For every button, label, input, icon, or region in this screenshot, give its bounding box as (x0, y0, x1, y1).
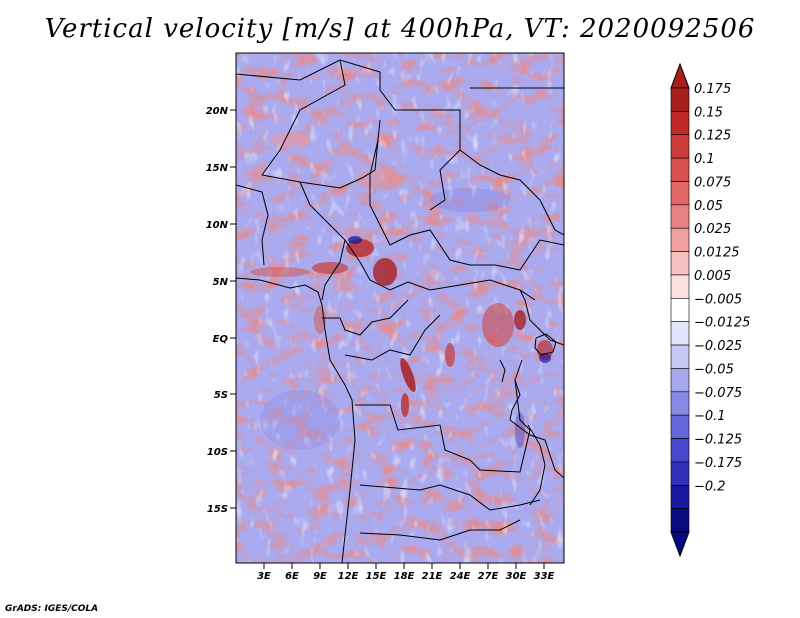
lon-label-33e: 33E (534, 571, 555, 582)
lon-label-18e: 18E (394, 571, 415, 582)
colorbar-label: −0.175 (694, 456, 742, 471)
lon-tick: 27E (478, 563, 499, 582)
lon-label-24e: 24E (450, 571, 471, 582)
colorbar-swatch (670, 508, 690, 533)
colorbar-label: 0.175 (694, 82, 731, 97)
lat-tick: 5S (214, 390, 236, 401)
colorbar-swatch (670, 274, 690, 299)
colorbar-swatch (670, 251, 690, 276)
colorbar-swatch (670, 461, 690, 486)
lon-tick: 15E (366, 563, 387, 582)
lon-label-12e: 12E (338, 571, 359, 582)
colorbar-label: −0.025 (694, 339, 742, 354)
colorbar-swatch (670, 157, 690, 182)
colorbar-swatch (670, 321, 690, 346)
lat-label-20n: 20N (206, 106, 229, 117)
colorbar-swatch (670, 111, 690, 136)
lon-label-6e: 6E (285, 571, 299, 582)
lon-tick: 18E (394, 563, 415, 582)
colorbar-swatch (670, 344, 690, 369)
lat-tick: 15N (206, 163, 236, 174)
lon-label-27e: 27E (478, 571, 499, 582)
colorbar-swatch (670, 438, 690, 463)
lon-tick: 12E (338, 563, 359, 582)
lat-label-5n: 5N (213, 277, 229, 288)
lat-label-15n: 15N (206, 163, 229, 174)
colorbar-label: 0.15 (694, 105, 723, 120)
colorbar-swatch (670, 484, 690, 509)
colorbar-swatch (670, 204, 690, 229)
colorbar-min-arrow (670, 531, 690, 558)
colorbar-label: −0.2 (694, 479, 726, 494)
lon-tick: 6E (285, 563, 299, 582)
lat-label-10n: 10N (206, 220, 229, 231)
lat-label-15s: 15S (207, 504, 228, 515)
colorbar-label: −0.005 (694, 292, 742, 307)
colorbar: 0.175 0.15 0.125 0.1 0.075 0.05 0.025 0.0125 0.0… (670, 62, 750, 558)
colorbar-swatch (670, 298, 690, 322)
colorbar-label: −0.075 (694, 386, 742, 401)
colorbar-swatch (670, 181, 690, 206)
lat-tick: 10N (206, 220, 236, 231)
colorbar-label: 0.125 (694, 129, 731, 144)
colorbar-swatch (670, 368, 690, 393)
lat-label-eq: EQ (213, 334, 229, 345)
colorbar-label: 0.1 (694, 152, 715, 167)
country-borders (236, 59, 564, 563)
colorbar-swatch (670, 87, 690, 112)
map-frame (235, 52, 565, 564)
lon-tick: 9E (313, 563, 327, 582)
colorbar-label: −0.125 (694, 433, 742, 448)
colorbar-swatch (670, 391, 690, 416)
longitude-axis: 3E 6E 9E 12E 15E 18E 21E 24E 27E 30E 33E (257, 563, 555, 582)
lat-label-10s: 10S (207, 447, 228, 458)
colorbar-label: −0.1 (694, 409, 726, 424)
colorbar-label: −0.0125 (694, 316, 750, 331)
lat-label-5s: 5S (214, 390, 228, 401)
colorbar-label: 0.025 (694, 222, 731, 237)
lon-label-15e: 15E (366, 571, 387, 582)
lat-tick: 20N (206, 106, 236, 117)
colorbar-label: −0.05 (694, 362, 734, 377)
lat-tick: EQ (213, 334, 236, 345)
lat-tick: 15S (207, 504, 236, 515)
lon-tick: 21E (422, 563, 443, 582)
colorbar-swatch (670, 227, 690, 252)
colorbar-label: 0.0125 (694, 246, 740, 261)
colorbar-label: 0.05 (694, 199, 723, 214)
velocity-field (236, 53, 564, 563)
latitude-axis: 20N 15N 10N 5N EQ 5S 10S 15S (206, 106, 236, 515)
colorbar-label: 0.075 (694, 175, 731, 190)
lon-tick: 3E (257, 563, 271, 582)
lon-tick: 33E (534, 563, 555, 582)
lon-label-3e: 3E (257, 571, 271, 582)
credit-text: GrADS: IGES/COLA (5, 604, 99, 614)
lon-tick: 30E (506, 563, 527, 582)
colorbar-max-arrow (670, 62, 690, 89)
lat-tick: 10S (207, 447, 236, 458)
lon-tick: 24E (450, 563, 471, 582)
lon-label-21e: 21E (422, 571, 443, 582)
lon-label-9e: 9E (313, 571, 327, 582)
downdraft-features (260, 188, 551, 450)
lat-tick: 5N (213, 277, 236, 288)
colorbar-swatch (670, 414, 690, 439)
lon-label-30e: 30E (506, 571, 527, 582)
colorbar-swatch (670, 134, 690, 159)
colorbar-label: 0.005 (694, 269, 731, 284)
chart-title: Vertical velocity [m/s] at 400hPa, VT: 2… (44, 14, 756, 44)
